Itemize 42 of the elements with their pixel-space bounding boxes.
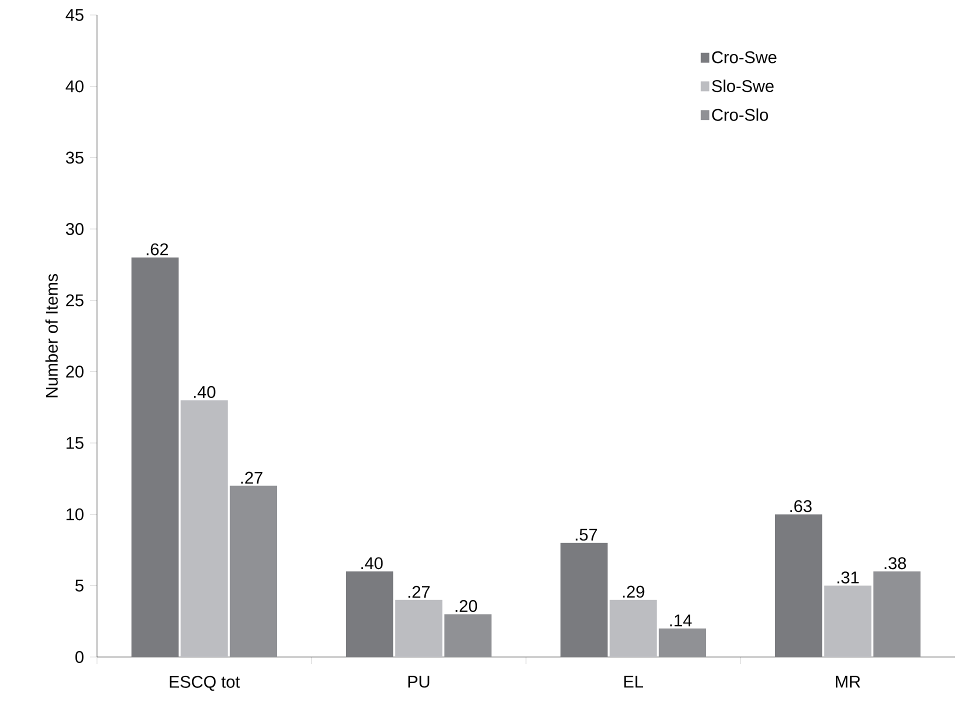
y-tick-label: 45 xyxy=(66,9,84,21)
annotation: .40 xyxy=(361,557,383,570)
bar xyxy=(180,400,228,657)
bar xyxy=(131,258,179,657)
bar xyxy=(824,586,872,657)
annotation: .29 xyxy=(623,586,644,598)
x-tick-label: EL xyxy=(624,676,644,688)
bar xyxy=(444,614,492,657)
y-tick-label: 10 xyxy=(66,508,84,520)
y-tick-label: 35 xyxy=(66,152,84,164)
annotation: .20 xyxy=(456,600,478,612)
bar xyxy=(230,486,278,657)
x-tick-label: PU xyxy=(408,676,430,688)
annotation: .27 xyxy=(408,586,430,598)
bar xyxy=(873,571,921,657)
annotation: .38 xyxy=(884,557,906,570)
x-tick-label: ESCQ tot xyxy=(170,676,240,691)
y-tick-label: 20 xyxy=(66,366,84,378)
bar xyxy=(560,542,608,657)
legend-label: Cro-Slo xyxy=(712,108,768,121)
annotation: .14 xyxy=(670,614,692,626)
annotation: .63 xyxy=(790,500,812,512)
x-tick-label: MR xyxy=(836,676,860,688)
bar xyxy=(658,628,706,657)
bar xyxy=(774,514,822,657)
y-axis-title: Number of Items xyxy=(45,274,58,398)
bar xyxy=(610,600,657,657)
legend-label: Slo-Swe xyxy=(712,80,774,92)
y-tick-label: 0 xyxy=(75,651,84,663)
y-tick-label: 40 xyxy=(66,80,84,92)
bar xyxy=(395,600,442,657)
annotation: .40 xyxy=(194,386,216,398)
y-tick-label: 25 xyxy=(66,294,84,306)
y-tick-label: 15 xyxy=(66,437,84,449)
legend-label: Cro-Swe xyxy=(712,51,776,64)
annotation: .57 xyxy=(576,528,597,541)
y-tick-label: 5 xyxy=(75,580,84,592)
annotation: .62 xyxy=(146,243,168,256)
y-tick-label: 30 xyxy=(66,223,84,235)
annotation: .31 xyxy=(838,571,859,584)
bar xyxy=(346,571,394,657)
annotation: .27 xyxy=(241,472,262,484)
